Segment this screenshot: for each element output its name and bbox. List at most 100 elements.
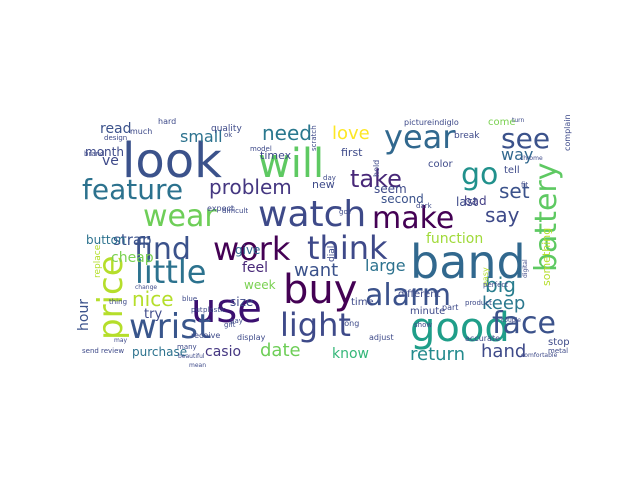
word-beautiful: beautiful xyxy=(178,353,205,360)
word-change: change xyxy=(135,284,157,291)
word-year: year xyxy=(384,118,456,156)
word-brand: brand xyxy=(84,150,105,158)
word-wear: wear xyxy=(143,199,217,234)
word-good: good xyxy=(410,305,510,351)
word-give: give xyxy=(235,243,260,257)
word-keep: keep xyxy=(482,293,525,314)
word-purchase: purchase xyxy=(132,345,187,359)
word-tell: tell xyxy=(504,165,520,176)
word-got: got xyxy=(339,208,351,216)
word-last: last xyxy=(456,195,478,209)
word-design: design xyxy=(104,134,127,142)
word-pay: pay xyxy=(230,317,243,325)
word-fit: fit xyxy=(521,181,528,189)
word-come: come xyxy=(488,117,516,128)
word-big: big xyxy=(485,273,516,297)
word-first: first xyxy=(341,146,363,159)
word-seem: seem xyxy=(374,182,407,196)
word-date: date xyxy=(260,340,301,361)
word-see: see xyxy=(501,122,550,155)
word-indiglo: indiglo xyxy=(432,118,459,127)
word-new: new xyxy=(312,178,335,191)
word-second: second xyxy=(381,192,424,206)
word-hard: hard xyxy=(158,117,176,126)
word-review: review xyxy=(101,347,124,355)
word-will: will xyxy=(258,141,324,187)
word-chrome: chrome xyxy=(520,155,543,162)
word-blue: blue xyxy=(182,295,197,303)
word-hour: hour xyxy=(76,299,92,331)
word-thing: thing xyxy=(109,298,127,306)
word-long: long xyxy=(342,319,359,328)
word-alarm: alarm xyxy=(365,278,451,313)
word-much: much xyxy=(130,127,152,136)
word-model: model xyxy=(250,145,272,153)
word-metal: metal xyxy=(548,347,568,355)
word-use: use xyxy=(191,286,262,332)
word-set: set xyxy=(499,179,530,203)
word-little: little xyxy=(135,253,206,291)
word-feature: feature xyxy=(82,173,183,206)
word-need: need xyxy=(262,121,312,145)
word-comfortable: comfortable xyxy=(521,352,558,359)
word-light: light xyxy=(280,306,351,344)
word-complain: complain xyxy=(563,114,572,151)
word-know: know xyxy=(332,346,369,362)
word-nice: nice xyxy=(132,287,174,311)
word-size: size xyxy=(230,295,253,309)
word-turn: turn xyxy=(512,117,525,124)
word-replace: replace xyxy=(93,244,103,278)
word-function: function xyxy=(426,231,483,247)
word-week: week xyxy=(244,278,276,292)
word-minute: minute xyxy=(410,306,445,317)
word-wrist: wrist xyxy=(129,307,211,347)
word-find: find xyxy=(134,232,191,267)
word-dial: dial xyxy=(327,246,337,262)
word-product: product xyxy=(465,299,492,307)
word-couple: couple xyxy=(501,317,521,324)
word-way: way xyxy=(501,145,533,164)
word-perfect: perfect xyxy=(483,281,508,289)
word-receive: receive xyxy=(191,331,220,340)
word-mean: mean xyxy=(189,362,206,369)
word-ve: ve xyxy=(102,153,119,169)
word-problem: problem xyxy=(209,175,292,199)
word-something: something xyxy=(540,228,553,286)
word-plastic: plastic xyxy=(203,306,226,314)
word-difficult: difficult xyxy=(222,207,248,215)
word-timex: timex xyxy=(260,149,292,162)
word-buy: buy xyxy=(283,267,357,313)
word-price: price xyxy=(91,255,131,340)
word-time: time xyxy=(351,297,374,308)
word-stop: stop xyxy=(548,337,570,348)
word-send: send xyxy=(82,347,99,355)
word-easy: easy xyxy=(481,267,490,286)
word-show: show xyxy=(414,321,432,329)
word-return: return xyxy=(410,344,465,365)
word-scratch: scratch xyxy=(310,125,318,151)
word-work: work xyxy=(213,230,291,268)
word-say: say xyxy=(485,203,520,227)
word-accurate: accurate xyxy=(465,334,500,343)
word-think: think xyxy=(307,229,388,267)
word-strap: strap xyxy=(113,231,152,249)
word-casio: casio xyxy=(205,344,241,360)
word-button: button xyxy=(86,233,126,247)
word-cheap: cheap xyxy=(111,250,154,266)
word-try: try xyxy=(144,307,162,322)
word-battery: battery xyxy=(529,163,564,273)
word-different: different xyxy=(398,289,441,300)
word-break: break xyxy=(454,131,480,141)
word-color: color xyxy=(428,159,454,170)
word-ok: ok xyxy=(224,131,233,139)
word-quality: quality xyxy=(211,124,242,134)
word-gift: gift xyxy=(224,321,236,329)
word-feel: feel xyxy=(242,260,268,276)
word-many: many xyxy=(177,343,197,351)
word-love: love xyxy=(332,123,370,144)
word-may: may xyxy=(114,337,128,344)
word-digital: digital xyxy=(522,259,529,278)
word-part: part xyxy=(442,303,458,312)
